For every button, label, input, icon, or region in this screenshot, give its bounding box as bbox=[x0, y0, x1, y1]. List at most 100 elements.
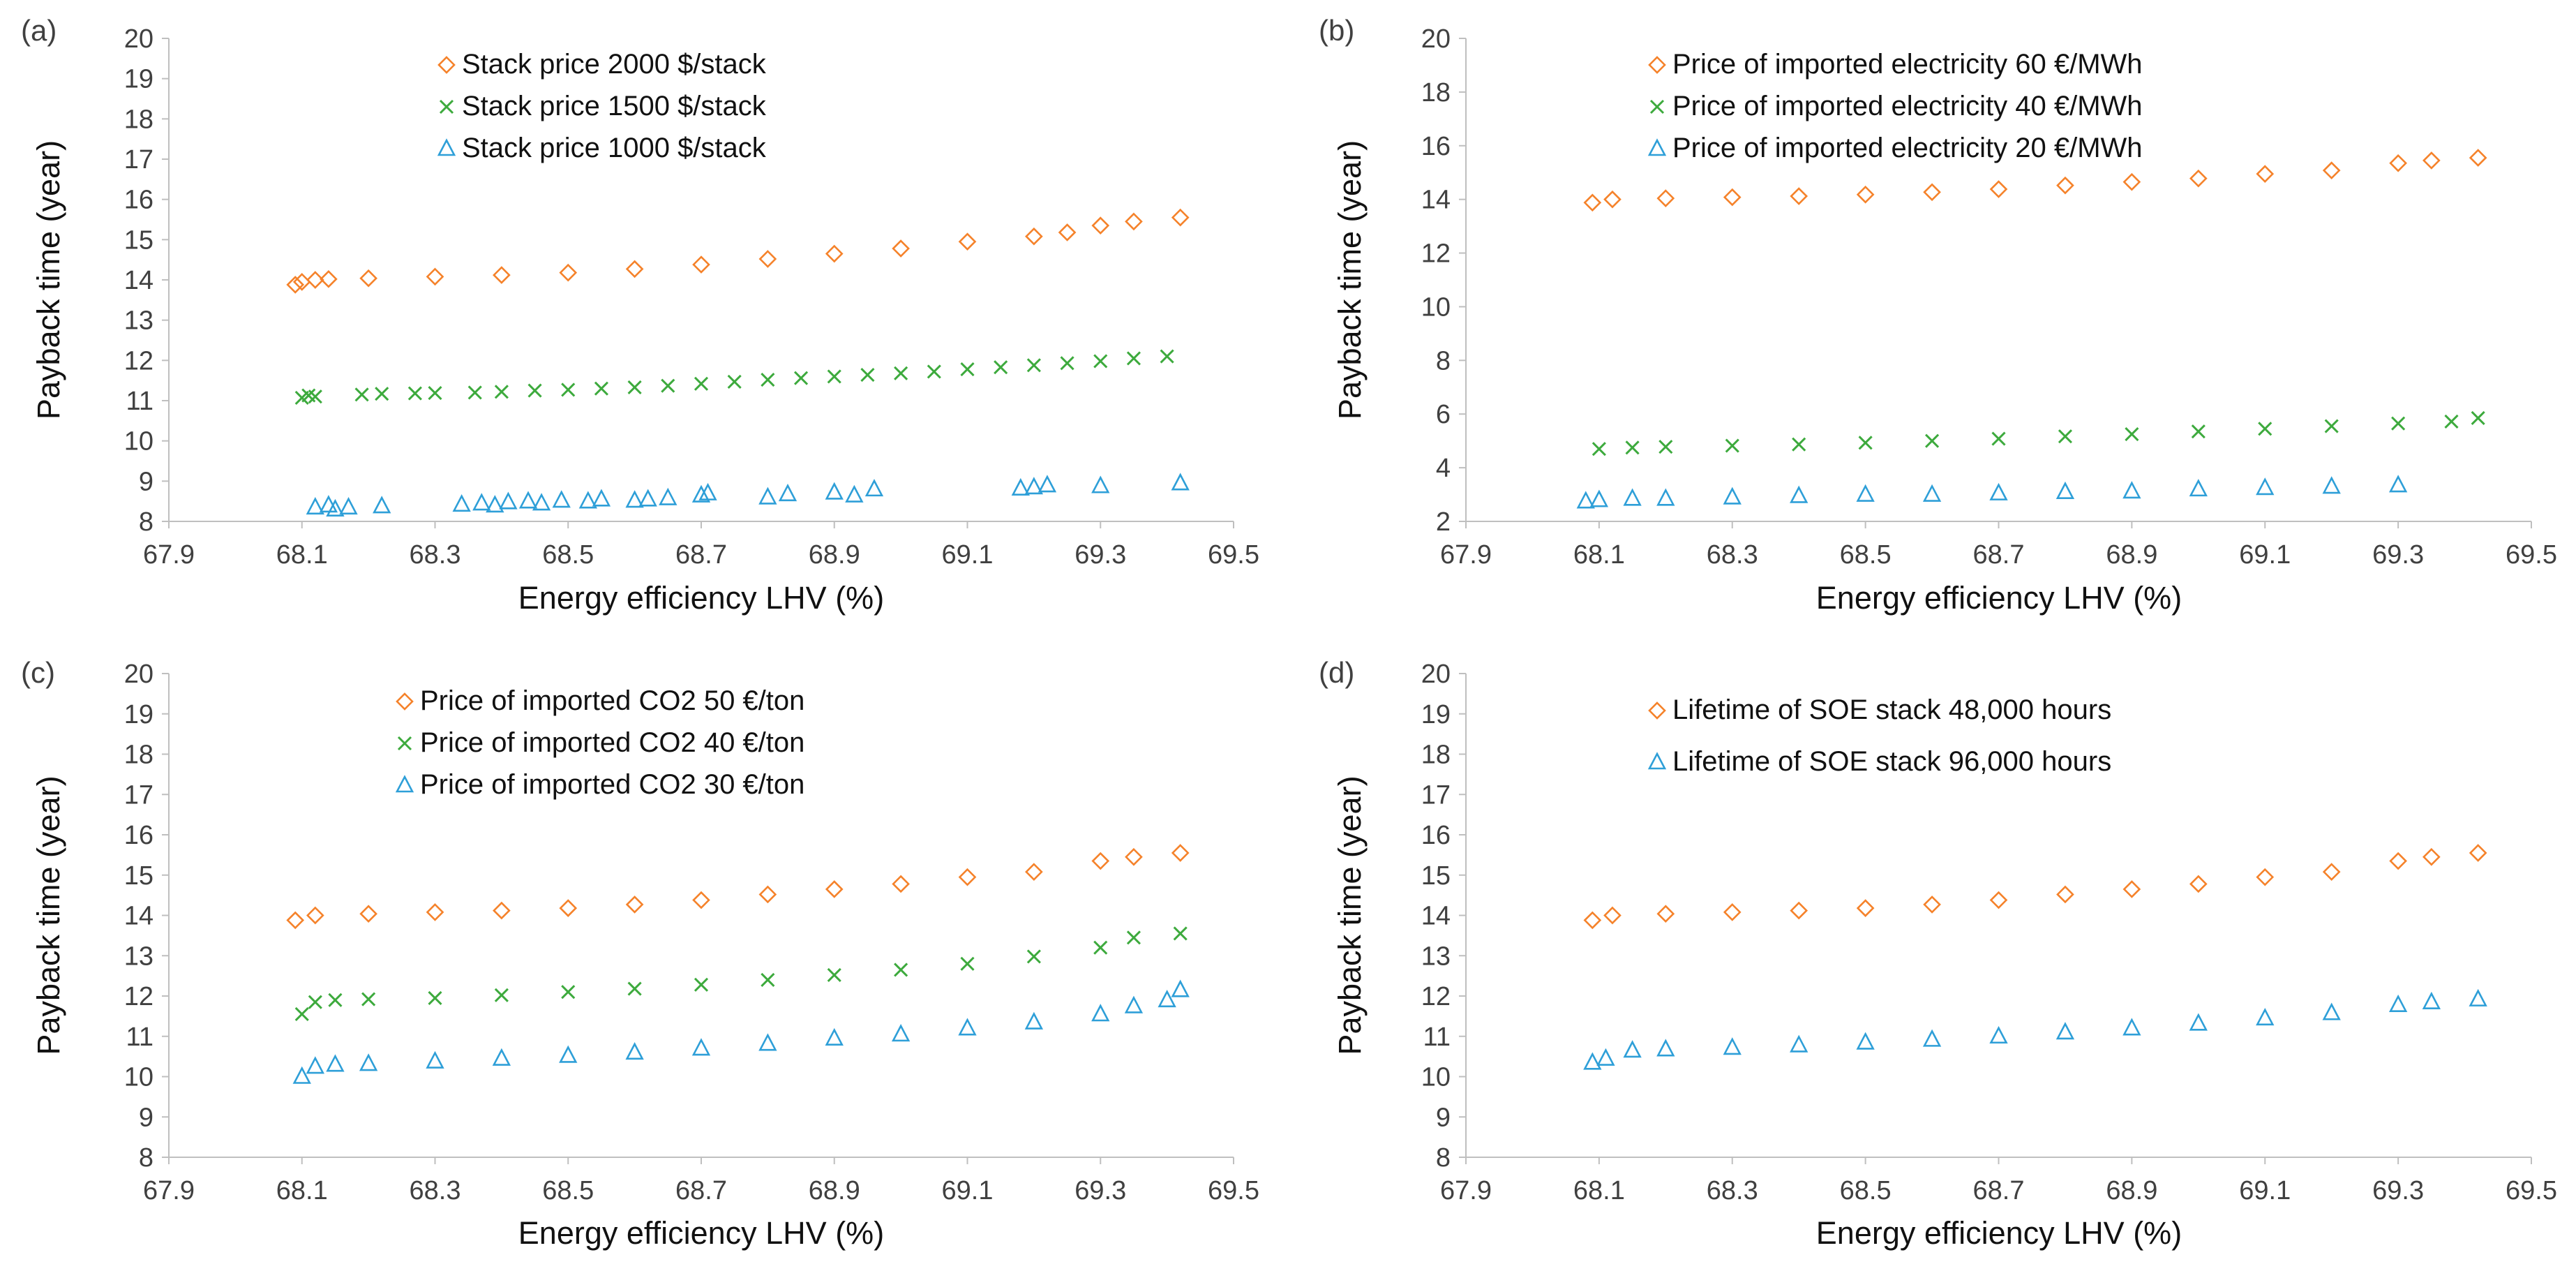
chart-panel-4: (d) 8 9 10 11 12 13 14 15 16 17 18 19 20 67.9 68.1 68.3 6… bbox=[1319, 656, 2557, 1251]
data-point bbox=[2256, 477, 2275, 496]
y-tick-label: 19 bbox=[1421, 700, 1451, 729]
data-point bbox=[2122, 172, 2141, 191]
data-point bbox=[319, 495, 338, 513]
data-point bbox=[373, 496, 391, 514]
data-point bbox=[727, 374, 742, 389]
data-point bbox=[359, 905, 377, 923]
data-point bbox=[286, 276, 305, 294]
y-axis-title: Payback time (year) bbox=[1332, 140, 1368, 419]
x-tick-label: 69.5 bbox=[1208, 1176, 1259, 1205]
data-point bbox=[958, 1018, 977, 1036]
y-tick-label: 17 bbox=[1421, 780, 1451, 810]
y-tick-label: 12 bbox=[1421, 982, 1451, 1011]
series-3 bbox=[306, 473, 1190, 517]
data-point bbox=[694, 977, 709, 992]
data-point bbox=[1923, 896, 1941, 914]
data-point bbox=[328, 993, 343, 1007]
x-tick-label: 68.7 bbox=[675, 1176, 727, 1205]
data-point bbox=[1790, 1034, 1809, 1053]
x-tick-label: 68.1 bbox=[276, 540, 328, 570]
y-tick-label: 14 bbox=[124, 266, 153, 295]
data-point bbox=[825, 244, 844, 263]
y-tick-label: 2 bbox=[1436, 507, 1451, 537]
series-3 bbox=[1576, 475, 2408, 509]
data-point bbox=[1792, 437, 1806, 452]
data-point bbox=[1583, 911, 1602, 930]
data-point bbox=[1856, 185, 1875, 204]
data-point bbox=[825, 482, 844, 500]
data-point bbox=[778, 483, 797, 502]
y-tick-label: 9 bbox=[139, 467, 153, 496]
y-tick-label: 20 bbox=[124, 660, 153, 689]
data-point bbox=[860, 368, 875, 382]
series-2 bbox=[294, 926, 1188, 1022]
data-point bbox=[958, 868, 977, 886]
data-point bbox=[492, 1048, 511, 1066]
y-tick-label: 18 bbox=[124, 105, 153, 134]
y-tick-label: 18 bbox=[1421, 78, 1451, 107]
x-tick-label: 68.9 bbox=[2106, 1176, 2157, 1205]
data-point bbox=[825, 880, 844, 898]
legend-entry: Price of imported electricity 20 €/MWh bbox=[1672, 133, 2143, 163]
data-point bbox=[1656, 488, 1675, 506]
data-point bbox=[292, 273, 311, 291]
y-tick-label: 16 bbox=[1421, 132, 1451, 161]
data-point bbox=[552, 490, 571, 508]
data-point bbox=[326, 498, 345, 517]
data-point bbox=[2256, 868, 2275, 886]
data-point bbox=[292, 1066, 311, 1084]
chart-panel-1: (a) 8 9 10 11 12 13 14 15 16 17 18 19 20 67.9 68.1 68.3 6… bbox=[21, 14, 1259, 616]
chart-panel-3: (c) 8 9 10 11 12 13 14 15 16 17 18 19 20 67.9 68.1 68.3 6… bbox=[21, 656, 1259, 1251]
data-point bbox=[1723, 903, 1742, 921]
data-point bbox=[494, 988, 509, 1002]
data-point bbox=[375, 387, 389, 401]
x-tick-label: 68.7 bbox=[675, 540, 727, 570]
y-tick-label: 12 bbox=[1421, 239, 1451, 269]
y-tick-label: 20 bbox=[124, 24, 153, 54]
data-point bbox=[845, 484, 864, 503]
data-point bbox=[2322, 1002, 2341, 1020]
data-point bbox=[2469, 844, 2487, 862]
data-point bbox=[2444, 414, 2459, 429]
series-1 bbox=[1583, 149, 2487, 212]
legend-entry: Stack price 1500 $/stack bbox=[462, 91, 767, 121]
y-tick-label: 20 bbox=[1421, 24, 1451, 54]
y-tick-label: 17 bbox=[124, 145, 153, 174]
data-point bbox=[2189, 479, 2208, 497]
data-point bbox=[2423, 847, 2441, 866]
data-point bbox=[493, 901, 511, 920]
data-point bbox=[1091, 475, 1110, 493]
data-point bbox=[1790, 187, 1809, 205]
data-point bbox=[625, 1042, 644, 1060]
data-point bbox=[761, 372, 775, 387]
data-point bbox=[1171, 844, 1190, 862]
panel-label: (c) bbox=[21, 656, 55, 689]
data-point bbox=[2122, 481, 2141, 499]
series-1 bbox=[1583, 844, 2487, 930]
data-point bbox=[758, 885, 777, 904]
data-point bbox=[1856, 1032, 1875, 1050]
x-tick-label: 69.5 bbox=[2506, 1176, 2557, 1205]
x-axis-title: Energy efficiency LHV (%) bbox=[518, 1215, 884, 1251]
y-tick-label: 13 bbox=[1421, 942, 1451, 971]
legend-marker bbox=[1647, 752, 1667, 770]
x-tick-label: 68.9 bbox=[809, 1176, 860, 1205]
data-point bbox=[1158, 989, 1176, 1008]
data-point bbox=[691, 484, 711, 503]
data-point bbox=[2122, 1018, 2141, 1036]
y-tick-label: 14 bbox=[1421, 902, 1451, 931]
y-tick-label: 8 bbox=[1436, 346, 1451, 376]
y-tick-label: 14 bbox=[1421, 186, 1451, 215]
data-point bbox=[2322, 863, 2341, 881]
data-point bbox=[960, 956, 975, 971]
data-point bbox=[2423, 151, 2441, 170]
data-point bbox=[927, 364, 941, 379]
data-point bbox=[527, 383, 542, 398]
legend-marker bbox=[1647, 138, 1667, 156]
data-point bbox=[625, 896, 644, 914]
y-tick-label: 13 bbox=[124, 942, 153, 971]
y-tick-label: 10 bbox=[124, 1063, 153, 1092]
data-point bbox=[894, 366, 908, 380]
data-point bbox=[1589, 489, 1609, 507]
